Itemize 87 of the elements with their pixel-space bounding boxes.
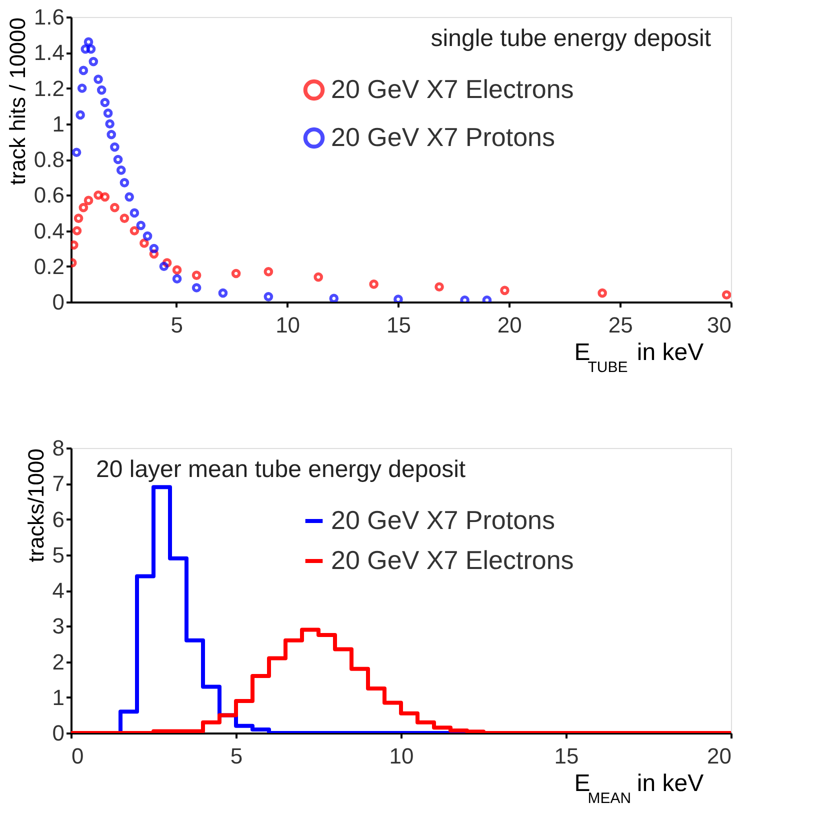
y-tick-label: 1 bbox=[52, 684, 64, 710]
legend-label: 20 GeV X7 Protons bbox=[331, 505, 556, 535]
point bbox=[77, 84, 87, 93]
point bbox=[94, 74, 103, 84]
point bbox=[72, 148, 82, 158]
point bbox=[231, 268, 241, 278]
y-tick-label: 4 bbox=[52, 578, 64, 603]
legend-label: 20 GeV X7 Protons bbox=[331, 122, 556, 152]
point bbox=[264, 267, 274, 276]
point bbox=[218, 288, 228, 298]
point bbox=[76, 110, 85, 120]
point bbox=[159, 262, 169, 272]
y-tick-label: 0 bbox=[52, 720, 64, 746]
y-tick-label: 0.2 bbox=[34, 254, 64, 279]
x-tick-label: 5 bbox=[230, 744, 243, 768]
y-tick-label: 0.4 bbox=[34, 218, 64, 244]
x-tick-label: 15 bbox=[386, 312, 411, 338]
point bbox=[172, 265, 182, 275]
y-tick-label: 0.8 bbox=[34, 147, 64, 172]
point bbox=[88, 56, 98, 66]
point bbox=[74, 214, 84, 223]
point bbox=[78, 66, 88, 76]
point bbox=[130, 208, 140, 218]
point bbox=[394, 294, 403, 302]
point bbox=[329, 294, 339, 302]
point bbox=[100, 98, 110, 108]
point bbox=[500, 286, 510, 296]
point bbox=[192, 270, 202, 280]
chart-title: single tube energy deposit bbox=[430, 25, 712, 52]
point bbox=[84, 37, 94, 47]
x-tick-label: 10 bbox=[389, 744, 414, 768]
y-tick-label: 7 bbox=[52, 471, 64, 496]
x-tick-label: 20 bbox=[497, 312, 522, 338]
y-tick-label: 1.2 bbox=[34, 76, 64, 101]
point bbox=[84, 196, 94, 206]
point bbox=[120, 214, 130, 223]
x-tick-label: 15 bbox=[554, 744, 579, 768]
point bbox=[140, 238, 149, 248]
point bbox=[94, 190, 103, 200]
point bbox=[103, 108, 113, 118]
point bbox=[124, 192, 134, 202]
y-axis-title: tracks/1000 bbox=[23, 448, 48, 562]
x-tick-label: 20 bbox=[707, 744, 732, 768]
point bbox=[314, 272, 324, 282]
point bbox=[110, 142, 120, 152]
point bbox=[116, 166, 126, 175]
point bbox=[106, 130, 116, 140]
point bbox=[78, 202, 88, 212]
y-tick-label: 6 bbox=[52, 506, 64, 532]
x-tick-label: 25 bbox=[608, 312, 633, 338]
point bbox=[722, 290, 731, 300]
point bbox=[172, 274, 182, 284]
y-tick-label: 1 bbox=[52, 111, 64, 136]
point bbox=[110, 202, 120, 212]
x-tick-label: 5 bbox=[170, 312, 184, 338]
y-tick-label: 0 bbox=[52, 290, 64, 314]
point bbox=[120, 178, 130, 188]
y-tick-label: 1.4 bbox=[34, 40, 64, 66]
x-tick-label: 30 bbox=[707, 312, 732, 338]
point bbox=[113, 154, 123, 164]
point bbox=[80, 44, 90, 54]
legend-label: 20 GeV X7 Electrons bbox=[331, 74, 574, 104]
point bbox=[105, 119, 114, 129]
point bbox=[136, 220, 146, 230]
point bbox=[130, 226, 140, 236]
point bbox=[598, 288, 607, 298]
chart-title: 20 layer mean tube energy deposit bbox=[96, 456, 466, 483]
y-axis-title: track hits / 10000 bbox=[4, 18, 30, 186]
x-tick-label: 10 bbox=[276, 312, 300, 338]
point bbox=[96, 85, 106, 95]
y-tick-label: 0.6 bbox=[34, 182, 64, 208]
point bbox=[149, 244, 159, 254]
y-tick-label: 5 bbox=[52, 542, 64, 568]
y-tick-label: 2 bbox=[52, 649, 64, 674]
legend-label: 20 GeV X7 Electrons bbox=[331, 545, 574, 575]
point bbox=[72, 226, 82, 236]
point bbox=[434, 282, 444, 292]
x-tick-label: 0 bbox=[72, 744, 84, 768]
point bbox=[142, 231, 152, 241]
y-tick-label: 1.6 bbox=[34, 4, 64, 30]
point bbox=[369, 280, 378, 289]
point bbox=[86, 44, 96, 54]
y-tick-label: 8 bbox=[52, 436, 64, 460]
point bbox=[100, 192, 110, 202]
point bbox=[192, 283, 202, 292]
point bbox=[264, 292, 274, 302]
y-tick-label: 3 bbox=[52, 614, 64, 639]
